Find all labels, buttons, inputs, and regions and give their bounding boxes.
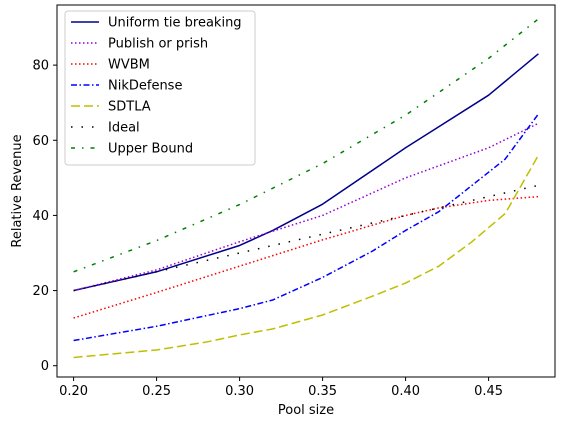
x-tick-label: 0.45 [474, 384, 503, 399]
series-line [73, 195, 539, 319]
y-tick-label: 20 [32, 284, 49, 299]
legend-label: NikDefense [108, 79, 182, 94]
y-tick-label: 80 [32, 59, 49, 74]
series-line [73, 184, 539, 292]
y-tick-label: 40 [32, 209, 49, 224]
legend-label: Uniform tie breaking [108, 16, 242, 31]
x-axis-label: Pool size [278, 403, 334, 418]
x-axis: 0.20 0.25 0.30 0.35 0.40 0.45 [59, 377, 503, 399]
series-line [73, 18, 539, 273]
x-tick-label: 0.20 [59, 384, 88, 399]
y-axis: 0 20 40 60 80 [32, 59, 57, 374]
x-tick-label: 0.35 [308, 384, 337, 399]
legend: Uniform tie breaking Publish or prish WVBM… [64, 10, 256, 166]
y-tick-label: 0 [41, 359, 49, 374]
x-tick-label: 0.25 [142, 384, 171, 399]
series-line [73, 113, 540, 342]
y-tick-label: 60 [32, 134, 49, 149]
series-line [73, 53, 539, 292]
y-axis-label: Relative Revenue [10, 134, 25, 247]
series-line [73, 154, 540, 359]
legend-box [64, 10, 256, 166]
series-layer [73, 18, 540, 359]
legend-label: Publish or prish [108, 37, 208, 52]
legend-label: Upper Bound [108, 142, 193, 157]
legend-label: SDTLA [108, 100, 151, 115]
plot-frame [56, 4, 556, 378]
x-tick-label: 0.30 [225, 384, 254, 399]
series-line [73, 122, 539, 292]
legend-label: WVBM [108, 58, 150, 73]
x-tick-label: 0.40 [391, 384, 420, 399]
legend-label: Ideal [108, 121, 140, 136]
